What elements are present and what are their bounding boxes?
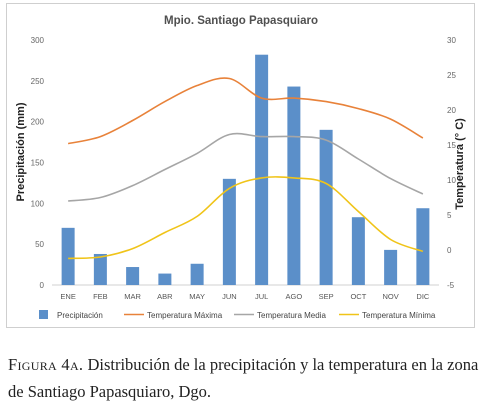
legend: Precipitación Temperatura Máxima Temperatu… <box>39 310 436 320</box>
y2-tick-label: -5 <box>447 281 455 290</box>
precipitation-bar <box>351 217 365 285</box>
y2-tick-label: 5 <box>447 211 452 220</box>
legend-swatch-bar <box>39 310 48 319</box>
x-axis-ticks: ENE FEB MAR ABR MAY JUN JUL AGO SEP OCT NOV DIC <box>60 292 430 301</box>
y2-tick-label: 20 <box>447 106 456 115</box>
y-tick-label: 50 <box>35 240 44 249</box>
legend-label: Precipitación <box>57 311 103 320</box>
precipitation-bar <box>287 86 301 285</box>
temp-min-line <box>68 176 424 260</box>
x-tick-label: AGO <box>286 292 303 301</box>
caption-label: Figura 4a. <box>8 355 84 374</box>
temperature-lines <box>67 77 424 260</box>
precipitation-bar <box>416 208 430 285</box>
x-tick-label: JUL <box>255 292 268 301</box>
caption-text: Distribución de la precipitación y la te… <box>8 355 479 401</box>
y2-tick-label: 15 <box>447 141 456 150</box>
precipitation-bars <box>61 54 430 286</box>
y-tick-label: 100 <box>31 199 45 208</box>
temp-mean-line <box>68 132 424 202</box>
figure-caption: Figura 4a. Distribución de la precipitac… <box>8 351 480 405</box>
x-tick-label: OCT <box>350 292 366 301</box>
x-tick-label: FEB <box>93 292 108 301</box>
precipitation-bar <box>384 249 398 285</box>
chart-title: Mpio. Santiago Papasquiaro <box>164 15 318 27</box>
precipitation-bar <box>255 54 269 286</box>
x-tick-label: ENE <box>60 292 75 301</box>
x-tick-label: DIC <box>416 292 430 301</box>
legend-label: Temperatura Media <box>257 311 326 320</box>
precipitation-bar <box>319 129 333 285</box>
legend-label: Temperatura Mínima <box>362 311 436 320</box>
y2-tick-label: 25 <box>447 71 456 80</box>
legend-label: Temperatura Máxima <box>147 311 223 320</box>
chart-frame: Mpio. Santiago Papasquiaro Precipitación… <box>6 3 475 328</box>
y-axis-label: Precipitación (mm) <box>15 102 27 201</box>
x-tick-label: MAR <box>124 292 141 301</box>
x-tick-label: SEP <box>319 292 334 301</box>
precipitation-bar <box>222 178 236 285</box>
y2-tick-label: 10 <box>447 176 456 185</box>
x-tick-label: MAY <box>189 292 205 301</box>
precipitation-bar <box>61 227 75 285</box>
y-tick-label: 300 <box>31 36 45 45</box>
y2-axis-ticks: -5 0 5 10 15 20 25 30 <box>447 36 456 290</box>
x-tick-label: ABR <box>157 292 173 301</box>
x-tick-label: NOV <box>382 292 398 301</box>
y2-tick-label: 0 <box>447 246 452 255</box>
y2-tick-label: 30 <box>447 36 456 45</box>
y-tick-label: 250 <box>31 77 45 86</box>
precipitation-bar <box>126 267 140 285</box>
precipitation-bar <box>93 253 107 285</box>
precipitation-bar <box>190 263 204 285</box>
y-axis-ticks: 0 50 100 150 200 250 300 <box>31 36 45 290</box>
precipitation-bar <box>158 273 172 285</box>
y2-axis-label: Temperatura (° C) <box>454 118 466 210</box>
y-tick-label: 0 <box>40 281 45 290</box>
y-tick-label: 150 <box>31 159 45 168</box>
y-tick-label: 200 <box>31 118 45 127</box>
x-tick-label: JUN <box>222 292 237 301</box>
chart-svg: Mpio. Santiago Papasquiaro Precipitación… <box>15 15 466 320</box>
temp-max-line <box>67 77 424 145</box>
